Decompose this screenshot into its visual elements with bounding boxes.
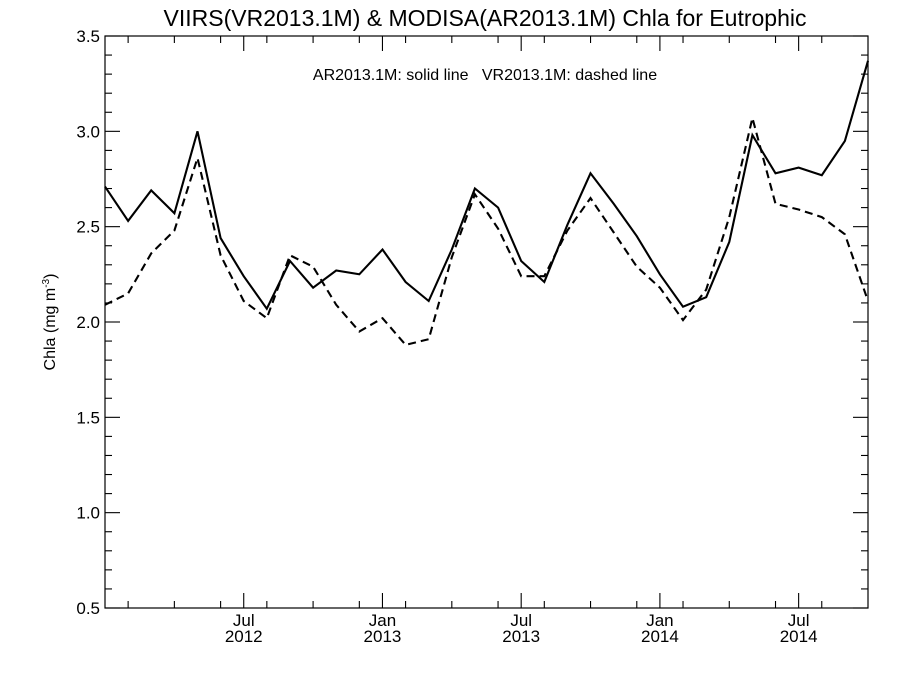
y-axis-label: Chla (mg m-3) <box>41 274 59 371</box>
x-tick-year: 2012 <box>225 627 263 646</box>
x-tick-year: 2013 <box>364 627 402 646</box>
x-tick-month: Jul <box>233 611 255 630</box>
x-tick-month: Jul <box>788 611 810 630</box>
x-tick-month: Jan <box>646 611 673 630</box>
x-tick-year: 2014 <box>641 627 679 646</box>
y-tick-label: 1.0 <box>76 504 100 523</box>
series-line-dashed <box>104 117 869 347</box>
y-tick-label: 3.0 <box>76 122 100 141</box>
y-tick-label: 0.5 <box>76 599 100 618</box>
y-axis: 0.5 1.0 1.5 2.0 2.5 3.0 3.5 <box>76 27 868 618</box>
y-tick-label: 2.5 <box>76 218 100 237</box>
x-tick-month: Jul <box>510 611 532 630</box>
x-tick-year: 2013 <box>502 627 540 646</box>
y-tick-label: 3.5 <box>76 27 100 46</box>
y-tick-label: 2.0 <box>76 313 100 332</box>
x-tick-month: Jan <box>369 611 396 630</box>
series-layer <box>104 60 870 347</box>
chart-title: VIIRS(VR2013.1M) & MODISA(AR2013.1M) Chl… <box>164 5 807 31</box>
x-tick-year: 2014 <box>780 627 818 646</box>
series-line-solid <box>104 60 870 311</box>
y-tick-label: 1.5 <box>76 408 100 427</box>
chart-annotation: AR2013.1M: solid line VR2013.1M: dashed … <box>313 67 657 84</box>
